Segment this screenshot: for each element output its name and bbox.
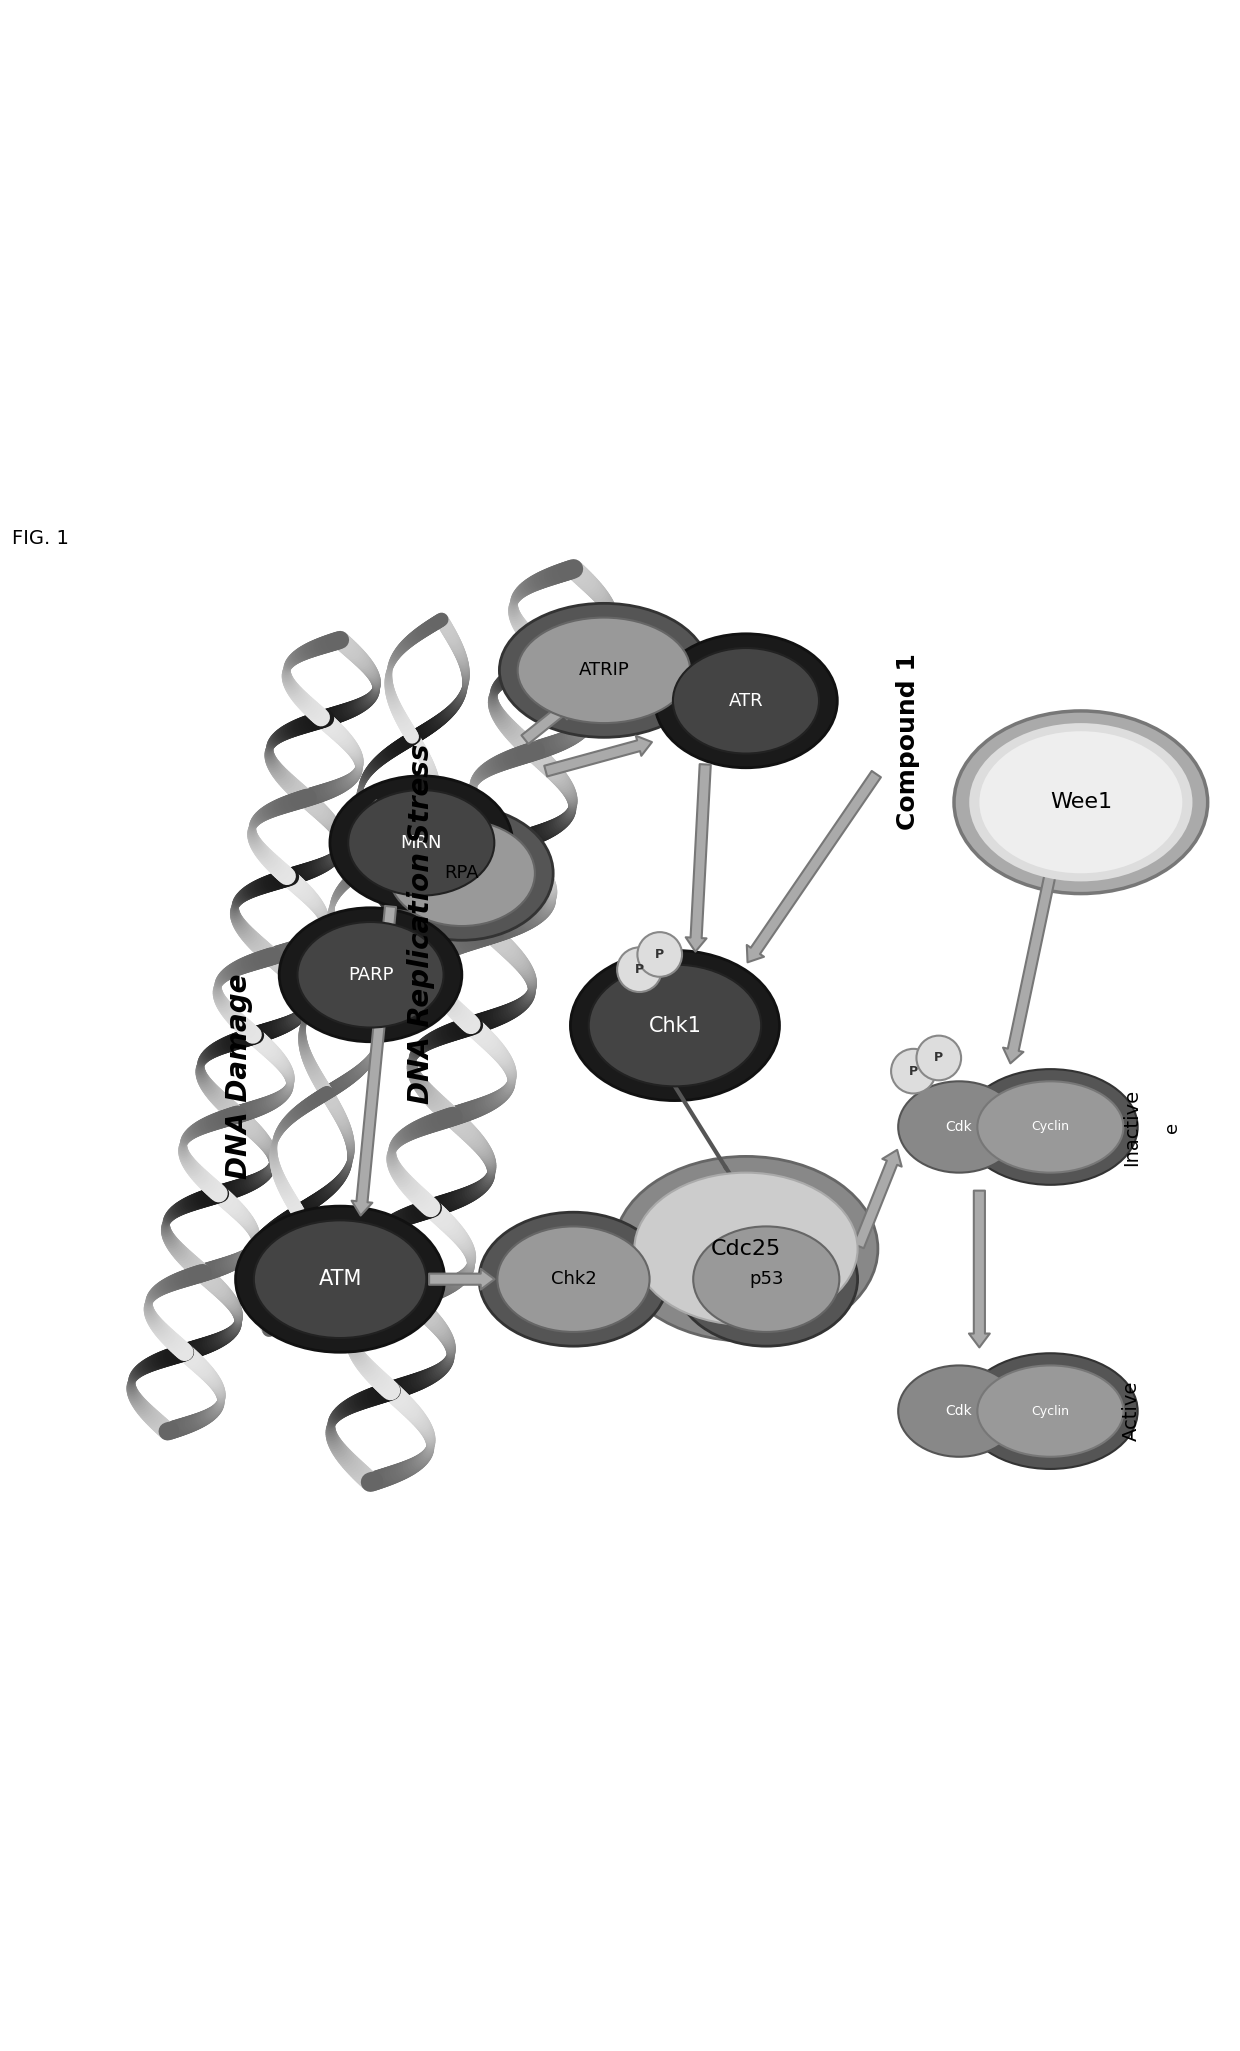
Text: p53: p53 <box>749 1270 784 1288</box>
Circle shape <box>916 1036 961 1081</box>
Ellipse shape <box>970 724 1193 882</box>
Ellipse shape <box>298 923 444 1028</box>
Circle shape <box>618 948 662 993</box>
Ellipse shape <box>980 732 1182 874</box>
Text: ATM: ATM <box>319 1270 362 1290</box>
Text: Wee1: Wee1 <box>1050 792 1112 812</box>
Text: Cdk: Cdk <box>946 1120 972 1134</box>
Text: PARP: PARP <box>347 966 393 984</box>
Text: Cyclin: Cyclin <box>1032 1120 1069 1134</box>
Text: Compound 1: Compound 1 <box>897 652 920 831</box>
Ellipse shape <box>693 1226 839 1331</box>
Ellipse shape <box>517 617 691 724</box>
Text: ATR: ATR <box>729 691 764 710</box>
Ellipse shape <box>655 634 837 767</box>
Text: DNA Damage: DNA Damage <box>224 974 253 1179</box>
Ellipse shape <box>479 1212 668 1345</box>
Text: Chk2: Chk2 <box>551 1270 596 1288</box>
Ellipse shape <box>500 603 708 736</box>
Ellipse shape <box>954 712 1208 894</box>
Text: Active: Active <box>1122 1380 1141 1442</box>
Text: P: P <box>934 1052 944 1064</box>
Ellipse shape <box>675 1212 858 1345</box>
Ellipse shape <box>330 775 512 911</box>
Text: MRN: MRN <box>401 835 441 851</box>
Ellipse shape <box>389 820 534 927</box>
Text: ATRIP: ATRIP <box>579 660 629 679</box>
Ellipse shape <box>236 1206 445 1352</box>
Ellipse shape <box>348 790 495 896</box>
Text: DNA Replication Stress: DNA Replication Stress <box>407 745 435 1103</box>
Text: Inactive: Inactive <box>1122 1089 1141 1165</box>
Ellipse shape <box>371 806 553 939</box>
Ellipse shape <box>977 1081 1123 1173</box>
Ellipse shape <box>898 1081 1021 1173</box>
Ellipse shape <box>673 648 820 753</box>
Circle shape <box>637 931 682 976</box>
Text: P: P <box>909 1064 918 1077</box>
Text: Cdk: Cdk <box>946 1405 972 1417</box>
Ellipse shape <box>963 1069 1137 1185</box>
Text: RPA: RPA <box>444 863 479 882</box>
Ellipse shape <box>614 1157 878 1341</box>
Text: P: P <box>635 964 644 976</box>
Circle shape <box>892 1048 936 1093</box>
Ellipse shape <box>589 964 761 1087</box>
Ellipse shape <box>570 950 780 1101</box>
Text: Chk1: Chk1 <box>649 1015 702 1036</box>
Ellipse shape <box>254 1220 427 1337</box>
Ellipse shape <box>497 1226 650 1331</box>
Text: P: P <box>655 948 665 962</box>
Ellipse shape <box>898 1366 1021 1456</box>
Text: Cyclin: Cyclin <box>1032 1405 1069 1417</box>
Text: Cdc25: Cdc25 <box>711 1239 781 1259</box>
Ellipse shape <box>635 1173 858 1325</box>
Ellipse shape <box>963 1354 1137 1469</box>
Ellipse shape <box>977 1366 1123 1456</box>
Text: e: e <box>1163 1122 1182 1132</box>
Ellipse shape <box>279 909 461 1042</box>
Text: FIG. 1: FIG. 1 <box>12 529 69 548</box>
